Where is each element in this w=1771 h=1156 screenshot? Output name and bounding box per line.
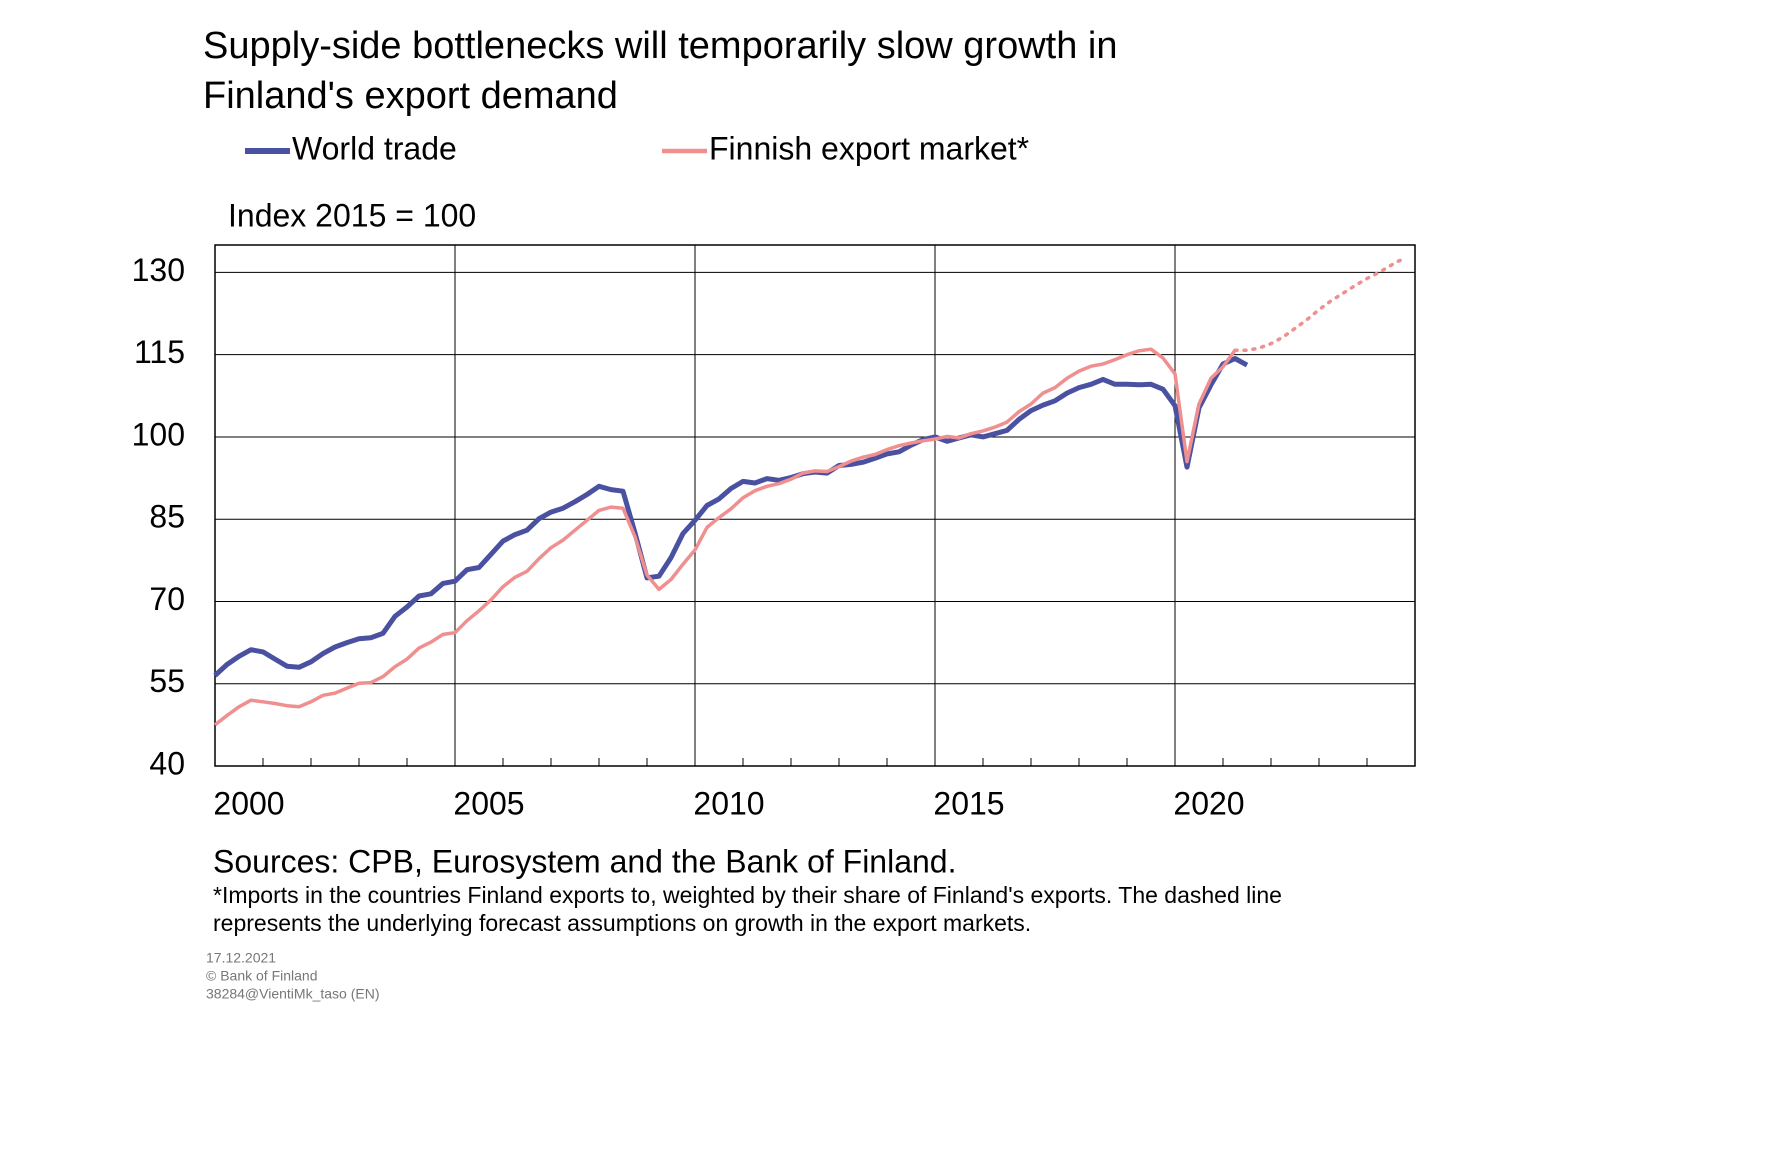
y-axis-label: Index 2015 = 100 [228,197,476,233]
x-tick-label: 2020 [1173,785,1244,821]
y-tick-label: 85 [149,499,185,535]
plot-frame [214,244,1416,767]
x-tick-label: 2005 [453,785,524,821]
y-tick-label: 100 [132,416,185,452]
meta-text: 17.12.2021 [206,950,276,966]
y-tick-label: 70 [149,581,185,617]
meta-text: 38284@VientiMk_taso (EN) [206,986,379,1002]
footnote: *Imports in the countries Finland export… [213,882,1282,936]
y-tick-label: 40 [149,745,185,781]
x-tick-label: 2010 [693,785,764,821]
sources: Sources: CPB, Eurosystem and the Bank of… [213,843,956,879]
legend-label: Finnish export market* [709,130,1029,166]
x-tick-label: 2015 [933,785,1004,821]
forecast-line [1233,256,1405,353]
x-tick-label: 2000 [213,785,284,821]
data-line [213,347,1237,727]
meta-text: © Bank of Finland [206,968,318,984]
data-line [213,356,1249,678]
y-tick-label: 115 [134,334,185,370]
legend-label: World trade [292,130,457,166]
y-tick-label: 55 [149,663,185,699]
chart-title: Supply-side bottlenecks will temporarily… [203,25,1118,117]
y-tick-label: 130 [132,252,185,288]
